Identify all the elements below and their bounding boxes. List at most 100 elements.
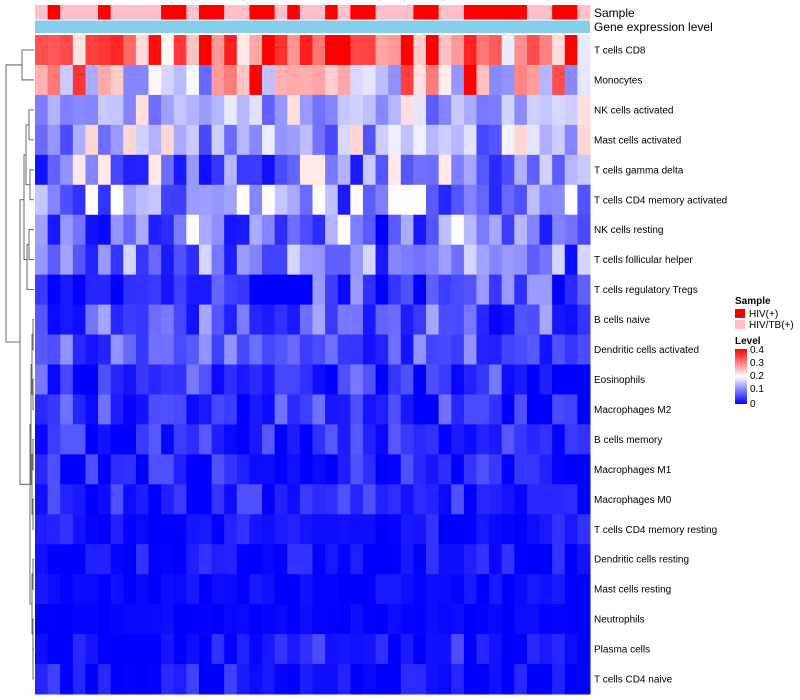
heatmap-cell	[236, 184, 250, 216]
heatmap-cell	[388, 544, 402, 575]
heatmap-cell	[400, 514, 414, 545]
heatmap-cell	[173, 574, 187, 605]
heatmap-cell	[85, 484, 99, 515]
heatmap-cell	[211, 304, 225, 336]
heatmap-cell	[489, 334, 503, 365]
heatmap-cell	[451, 604, 465, 635]
heatmap-cell	[110, 544, 124, 575]
heatmap-cell	[47, 304, 61, 336]
heatmap-cell	[186, 94, 200, 126]
legend-level-tick-03: 0.3	[750, 358, 764, 369]
heatmap-cell	[337, 35, 351, 66]
heatmap-cell	[110, 184, 124, 216]
heatmap-cell	[274, 304, 288, 336]
heatmap-cell	[400, 544, 414, 575]
heatmap-cell	[72, 154, 86, 186]
heatmap-cell	[451, 574, 465, 605]
heatmap-cell	[451, 35, 465, 66]
heatmap-cell	[514, 64, 528, 96]
heatmap-cell	[350, 484, 364, 515]
heatmap-cell	[501, 514, 515, 545]
heatmap-cell	[526, 454, 541, 485]
heatmap-cell	[47, 454, 61, 485]
dendrogram-branch	[32, 618, 34, 650]
heatmap-cell	[262, 214, 276, 246]
heatmap-cell	[85, 214, 99, 246]
heatmap-cell	[186, 64, 200, 96]
heatmap-cell	[564, 364, 578, 395]
heatmap-cell	[274, 604, 288, 635]
heatmap-cell	[287, 35, 301, 66]
heatmap-cell	[85, 244, 99, 276]
row-label: NK cells activated	[594, 105, 673, 116]
heatmap-cell	[236, 424, 250, 455]
heatmap-cells	[35, 35, 591, 695]
heatmap-cell	[426, 664, 440, 695]
heatmap-cell	[426, 304, 440, 336]
heatmap-cell	[173, 154, 187, 186]
heatmap-cell	[236, 64, 250, 96]
heatmap-cell	[312, 304, 326, 336]
heatmap-cell	[161, 274, 175, 306]
heatmap-cell	[299, 454, 313, 485]
heatmap-cell	[224, 514, 238, 545]
heatmap-cell	[337, 394, 351, 425]
heatmap-cell	[362, 394, 377, 425]
heatmap-cell	[350, 604, 364, 635]
heatmap-cell	[539, 394, 553, 425]
heatmap-cell	[249, 394, 263, 425]
heatmap-cell	[337, 364, 351, 395]
heatmap-cell	[262, 484, 276, 515]
heatmap-cell	[514, 244, 528, 276]
heatmap-cell	[287, 214, 301, 246]
heatmap-cell	[312, 124, 326, 156]
heatmap-cell	[211, 424, 225, 455]
heatmap-cell	[98, 124, 112, 156]
heatmap-cell	[552, 544, 566, 575]
heatmap-cell	[211, 454, 225, 485]
heatmap-cell	[110, 634, 124, 665]
heatmap-cell	[375, 454, 389, 485]
heatmap-cell	[98, 394, 112, 425]
heatmap-cell	[526, 304, 541, 336]
heatmap-cell	[60, 35, 74, 66]
heatmap-cell	[85, 664, 99, 695]
heatmap-cell	[274, 544, 288, 575]
heatmap-cell	[35, 244, 49, 276]
heatmap-cell	[514, 574, 528, 605]
heatmap-cell	[413, 64, 427, 96]
heatmap-cell	[375, 124, 389, 156]
row-label: Macrophages M1	[594, 465, 672, 476]
heatmap-cell	[325, 574, 339, 605]
sample-annotation-cell	[198, 5, 213, 20]
sample-annotation-cell	[413, 5, 427, 20]
heatmap-cell	[350, 454, 364, 485]
heatmap-cell	[211, 634, 225, 665]
heatmap-cell	[539, 604, 553, 635]
legend-level-title: Level	[735, 336, 761, 347]
heatmap-cell	[426, 154, 440, 186]
heatmap-cell	[451, 454, 465, 485]
sample-annotation-cell	[110, 5, 124, 20]
heatmap-cell	[47, 574, 61, 605]
heatmap-cell	[60, 394, 74, 425]
heatmap-cell	[198, 544, 213, 575]
heatmap-cell	[249, 244, 263, 276]
heatmap-cell	[312, 574, 326, 605]
heatmap-cell	[85, 394, 99, 425]
heatmap-cell	[476, 214, 490, 246]
heatmap-cell	[375, 514, 389, 545]
heatmap-cell	[47, 484, 61, 515]
heatmap-cell	[564, 634, 578, 665]
heatmap-cell	[375, 544, 389, 575]
sample-annotation-cell	[312, 5, 326, 20]
heatmap-cell	[463, 64, 477, 96]
heatmap-cell	[262, 244, 276, 276]
sample-annotation-cell	[325, 5, 339, 20]
heatmap-cell	[60, 544, 74, 575]
heatmap-cell	[249, 574, 263, 605]
heatmap-cell	[526, 124, 541, 156]
heatmap-cell	[400, 244, 414, 276]
heatmap-cell	[577, 184, 591, 216]
heatmap-cell	[312, 64, 326, 96]
